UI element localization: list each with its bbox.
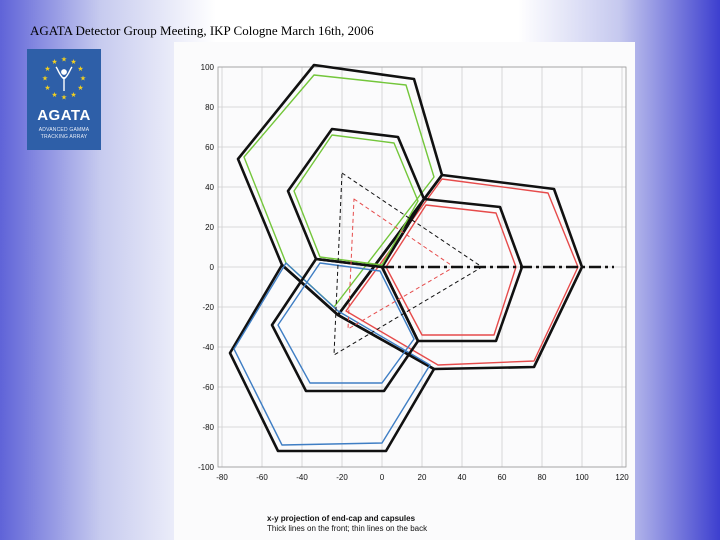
x-tick-label: -40: [296, 473, 308, 482]
logo-star: ★: [77, 84, 83, 92]
logo-star: ★: [51, 91, 57, 99]
capsule-front-black: [286, 127, 426, 269]
logo-star: ★: [77, 65, 83, 73]
triangle-back-red: [347, 198, 455, 330]
logo-star: ★: [80, 75, 86, 83]
y-tick-label: -100: [198, 463, 215, 472]
y-tick-label: 60: [205, 143, 214, 152]
capsule-front-black: [270, 257, 420, 393]
x-tick-label: 100: [575, 473, 589, 482]
plot-shapes: [228, 63, 614, 453]
outer-back-red: [345, 178, 579, 366]
slide-title: AGATA Detector Group Meeting, IKP Cologn…: [30, 23, 374, 38]
logo-name: AGATA: [37, 107, 91, 124]
y-tick-label: -40: [202, 343, 214, 352]
x-tick-label: 0: [380, 473, 385, 482]
scanned-figure: -80 -60 -40 -20 0 20 40 60 80 100 120 100 80 60 40 20 0 -…: [174, 42, 635, 540]
logo-star: ★: [61, 94, 67, 102]
y-tick-label: 20: [205, 223, 214, 232]
logo-star: ★: [44, 84, 50, 92]
x-tick-label: 20: [418, 473, 427, 482]
x-tick-label: -60: [256, 473, 268, 482]
x-tick-label: 40: [458, 473, 467, 482]
logo-star: ★: [61, 56, 67, 64]
y-tick-label: 80: [205, 103, 214, 112]
logo-subtitle-line2: TRACKING ARRAY: [40, 134, 88, 140]
capsule-front-black: [380, 197, 524, 343]
y-tick-label: 40: [205, 183, 214, 192]
triangle-front-black: [333, 172, 483, 356]
y-tick-label: -80: [202, 423, 214, 432]
outer-back-green: [243, 74, 435, 308]
plot-tick-labels: -80 -60 -40 -20 0 20 40 60 80 100 120 100 80 60 40 20 0 -…: [198, 63, 629, 482]
outer-front-black: [228, 263, 436, 453]
capsule-back-green: [293, 134, 419, 266]
x-tick-label: 120: [615, 473, 629, 482]
logo-subtitle-line1: ADVANCED GAMMA: [38, 127, 90, 133]
x-tick-label: 60: [498, 473, 507, 482]
logo-star: ★: [44, 65, 50, 73]
y-tick-label: 100: [201, 63, 215, 72]
xy-projection-plot: -80 -60 -40 -20 0 20 40 60 80 100 120 100 80 60 40 20 0 -…: [198, 63, 629, 482]
x-tick-label: -80: [216, 473, 228, 482]
logo-star: ★: [70, 91, 76, 99]
plot-caption-subtitle: Thick lines on the front; thin lines on …: [267, 524, 428, 533]
logo-star: ★: [42, 75, 48, 83]
y-tick-label: 0: [210, 263, 215, 272]
capsule-back-blue: [277, 262, 415, 384]
outer-back-blue: [233, 262, 431, 446]
eu-stars-icon: ★ ★★★★★★★★★★★: [42, 56, 86, 102]
logo-star: ★: [70, 58, 76, 66]
agata-logo: ★ ★ ★ ★ ★ ★ ★ ★ ★ ★ ★ ★ AGATA ADVANCED GAMMA TRACKI…: [27, 49, 101, 150]
logo-emblem-icon: [55, 66, 73, 91]
plot-caption-title: x-y projection of end-cap and capsules: [267, 514, 416, 523]
x-tick-label: 80: [538, 473, 547, 482]
y-tick-label: -60: [202, 383, 214, 392]
x-tick-label: -20: [336, 473, 348, 482]
plot-frame: [217, 66, 627, 468]
y-tick-label: -20: [202, 303, 214, 312]
logo-star: ★: [51, 58, 57, 66]
